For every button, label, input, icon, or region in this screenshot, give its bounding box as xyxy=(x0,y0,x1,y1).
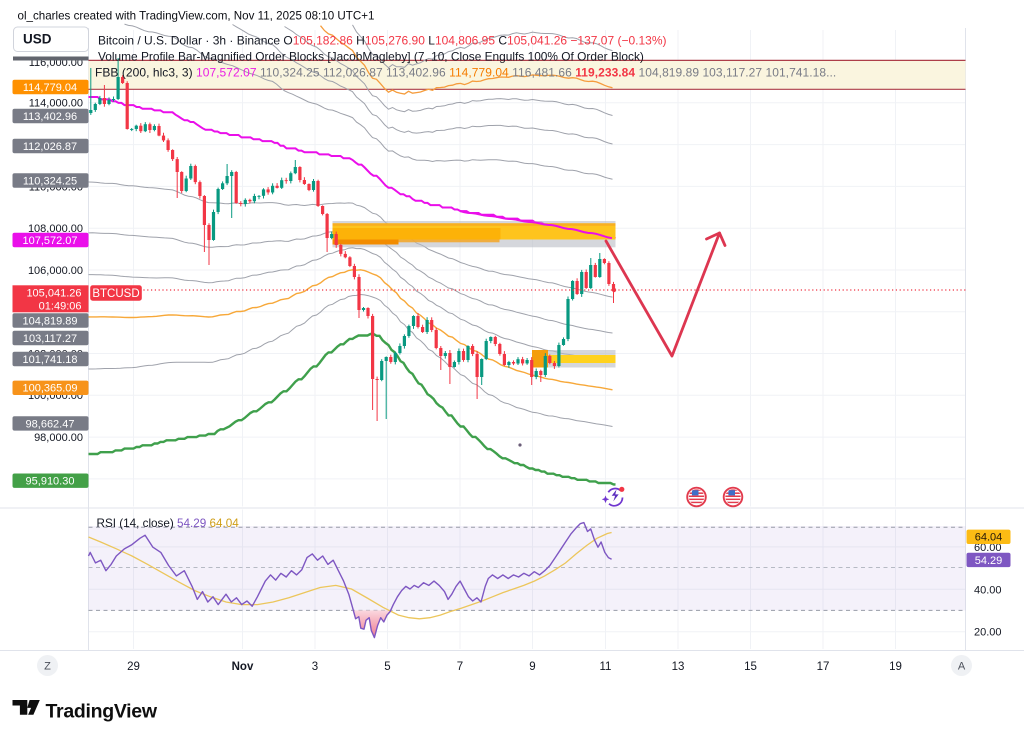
svg-text:54.29: 54.29 xyxy=(975,555,1003,567)
svg-text:110,324.25: 110,324.25 xyxy=(23,175,77,187)
svg-text:A: A xyxy=(958,661,966,673)
svg-text:7: 7 xyxy=(457,661,463,673)
svg-text:104,819.89: 104,819.89 xyxy=(22,315,77,327)
svg-text:Volume Profile Bar-Magnified O: Volume Profile Bar-Magnified Order Block… xyxy=(98,50,644,64)
svg-text:64.04: 64.04 xyxy=(975,532,1003,544)
svg-text:29: 29 xyxy=(127,661,140,673)
svg-text:100,365.09: 100,365.09 xyxy=(22,383,77,395)
svg-text:105,041.26: 105,041.26 xyxy=(26,288,81,300)
svg-text:98,662.47: 98,662.47 xyxy=(26,418,75,430)
svg-text:15: 15 xyxy=(744,661,757,673)
svg-text:17: 17 xyxy=(817,661,830,673)
svg-text:TradingView: TradingView xyxy=(46,701,158,723)
svg-text:106,000.00: 106,000.00 xyxy=(28,265,83,277)
svg-text:13: 13 xyxy=(672,661,685,673)
svg-text:20.00: 20.00 xyxy=(974,627,1002,639)
svg-text:11: 11 xyxy=(600,661,612,673)
svg-text:98,000.00: 98,000.00 xyxy=(34,432,83,444)
svg-text:114,779.04: 114,779.04 xyxy=(23,82,77,94)
svg-text:107,572.07: 107,572.07 xyxy=(22,235,77,247)
svg-text:Nov: Nov xyxy=(232,661,254,673)
svg-text:5: 5 xyxy=(384,661,390,673)
svg-text:ol_charles created with Tradin: ol_charles created with TradingView.com,… xyxy=(18,10,375,23)
svg-text:USD: USD xyxy=(23,32,52,47)
svg-text:RSI (14, close) 54.29 64.04: RSI (14, close) 54.29 64.04 xyxy=(97,517,240,530)
svg-text:9: 9 xyxy=(529,661,535,673)
svg-text:101,741.18: 101,741.18 xyxy=(22,354,77,366)
svg-text:95,910.30: 95,910.30 xyxy=(26,476,75,488)
svg-text:01:49:06: 01:49:06 xyxy=(39,300,82,312)
svg-text:112,026.87: 112,026.87 xyxy=(23,141,77,153)
svg-text:19: 19 xyxy=(889,661,902,673)
svg-text:40.00: 40.00 xyxy=(974,584,1002,596)
svg-text:103,117.27: 103,117.27 xyxy=(23,333,77,345)
svg-text:BTCUSD: BTCUSD xyxy=(92,288,139,300)
svg-text:114,000.00: 114,000.00 xyxy=(29,98,83,110)
svg-text:Bitcoin / U.S. Dollar · 3h · B: Bitcoin / U.S. Dollar · 3h · Binance O10… xyxy=(98,33,666,47)
svg-text:60.00: 60.00 xyxy=(974,542,1002,554)
svg-text:FBB (200, hlc3, 3) 107,572.07: FBB (200, hlc3, 3) 107,572.07 110,324.25… xyxy=(95,66,836,80)
svg-text:108,000.00: 108,000.00 xyxy=(28,223,83,235)
svg-text:3: 3 xyxy=(312,661,318,673)
svg-text:Z: Z xyxy=(44,661,51,673)
svg-text:113,402.96: 113,402.96 xyxy=(23,111,77,123)
